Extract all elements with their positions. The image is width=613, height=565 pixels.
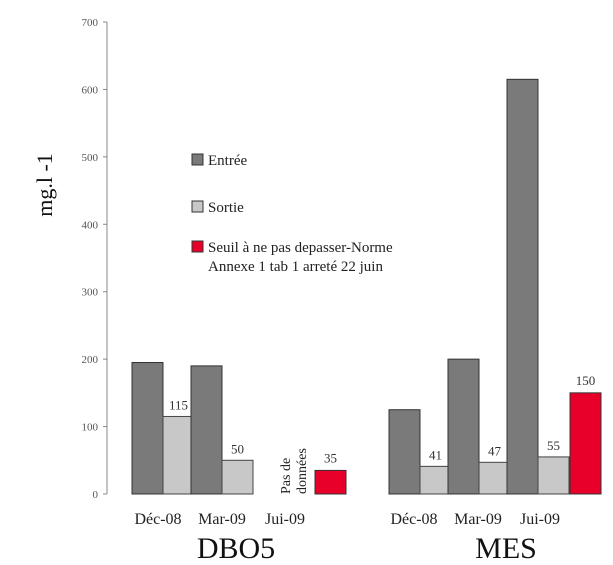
y-tick-label: 200: [82, 354, 99, 366]
legend-swatch: [191, 200, 204, 213]
category-label: Jui-09: [265, 511, 305, 528]
legend-swatch: [191, 153, 204, 166]
y-tick-label: 300: [82, 287, 99, 299]
y-tick-label: 100: [82, 422, 99, 434]
category-label: Déc-08: [390, 511, 437, 528]
bar-sortie: [162, 415, 195, 495]
bar-sortie: [221, 459, 254, 495]
bars: [131, 78, 602, 495]
bar-entree: [447, 358, 480, 495]
y-tick-label: 500: [82, 152, 99, 164]
data-label-sortie: 50: [231, 441, 244, 456]
y-tick-label: 400: [82, 219, 99, 231]
group-label: MES: [475, 532, 537, 565]
bar-sortie: [537, 456, 570, 495]
legend-label: Sortie: [208, 200, 244, 216]
data-label-sortie: 55: [547, 438, 560, 453]
y-tick-label: 700: [82, 17, 99, 29]
data-label-sortie: 47: [488, 443, 502, 458]
labels: 115 Déc-08 50 Mar-09 Jui-09 35 Pas dedonnées DB…: [134, 373, 595, 565]
legend-label: Seuil à ne pas depasser-Norme: [208, 240, 393, 256]
y-tick-label: 600: [82, 84, 99, 96]
legend: Entrée Sortie Seuil à ne pas depasser-Norm…: [191, 153, 393, 275]
bar-entree: [131, 362, 164, 495]
data-label-sortie: 41: [429, 447, 442, 462]
legend-label: Entrée: [208, 153, 247, 169]
bar-threshold: [569, 392, 602, 495]
data-label-threshold: 35: [324, 450, 337, 465]
bar-sortie: [478, 461, 511, 495]
bar-entree: [190, 365, 223, 495]
bar-sortie: [419, 465, 452, 495]
bar-threshold: [314, 469, 347, 495]
legend-swatch: [191, 240, 204, 253]
bar-entree: [388, 409, 421, 495]
y-axis-label: mg.l -1: [32, 153, 57, 217]
y-tick-label: 0: [93, 489, 99, 501]
group-label: DBO5: [197, 532, 275, 565]
category-label: Mar-09: [454, 511, 502, 528]
category-label: Déc-08: [134, 511, 181, 528]
category-label: Mar-09: [198, 511, 246, 528]
bar-entree: [506, 78, 539, 495]
y-axis: 0 100 200 300 400 500 600 700: [82, 17, 108, 501]
data-label-threshold: 150: [576, 373, 596, 388]
data-label-sortie: 115: [169, 397, 188, 412]
category-label: Jui-09: [520, 511, 560, 528]
missing-data-note: Pas dedonnées: [279, 448, 310, 494]
legend-label-line2: Annexe 1 tab 1 arreté 22 juin: [208, 259, 383, 275]
